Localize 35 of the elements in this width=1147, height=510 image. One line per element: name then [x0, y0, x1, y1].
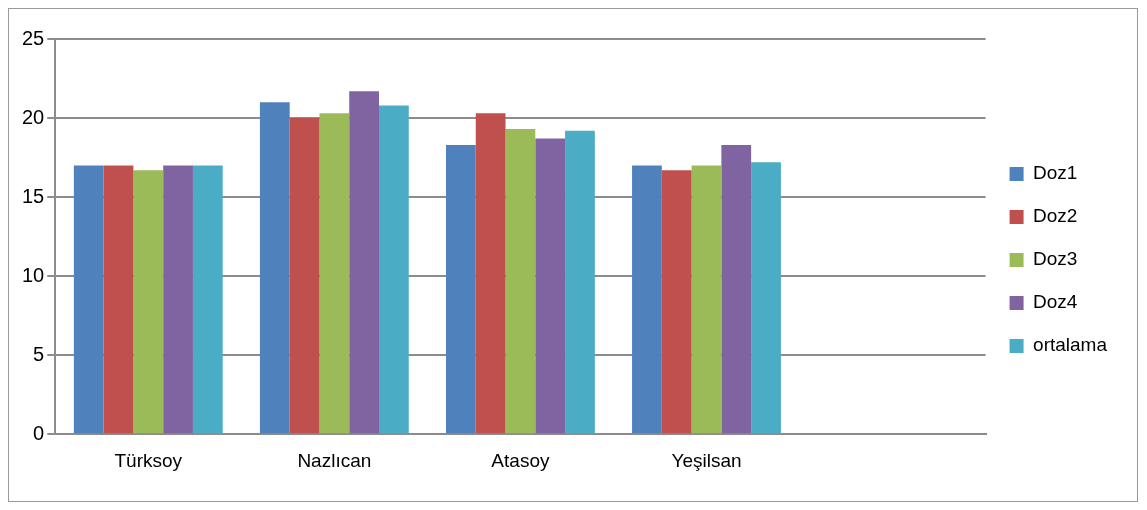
bar: [751, 162, 781, 434]
y-tick-label: 20: [22, 105, 45, 128]
bar: [349, 91, 379, 434]
legend-label: Doz2: [1033, 205, 1078, 227]
bar: [379, 105, 409, 434]
bar: [192, 165, 223, 434]
bar: [691, 165, 722, 434]
legend-label: ortalama: [1033, 334, 1108, 356]
bar: [535, 138, 566, 434]
bar: [721, 144, 752, 434]
y-tick-label: 25: [22, 26, 45, 49]
bar: [289, 118, 320, 434]
bar: [565, 130, 595, 434]
legend-label: Doz1: [1033, 162, 1078, 184]
bar: [475, 113, 506, 434]
y-tick-label: 5: [33, 342, 45, 365]
bar: [73, 165, 104, 434]
bar: [445, 144, 476, 434]
bar: [505, 129, 536, 434]
legend-label: Doz4: [1033, 291, 1078, 313]
bar: [133, 170, 164, 434]
x-tick-label: Yeşilsan: [671, 449, 742, 471]
bar: [661, 170, 692, 434]
x-tick-label: Türksoy: [114, 449, 183, 471]
y-tick-label: 10: [22, 263, 45, 286]
x-tick-label: Atasoy: [491, 449, 550, 471]
bar: [103, 165, 134, 434]
x-tick-label: Nazlıcan: [297, 449, 372, 471]
bar: [259, 102, 290, 434]
bar: [319, 113, 350, 434]
legend-label: Doz3: [1033, 248, 1078, 270]
bar: [163, 165, 193, 434]
bar: [632, 165, 662, 434]
y-tick-label: 15: [22, 184, 45, 207]
y-tick-label: 0: [33, 421, 45, 444]
